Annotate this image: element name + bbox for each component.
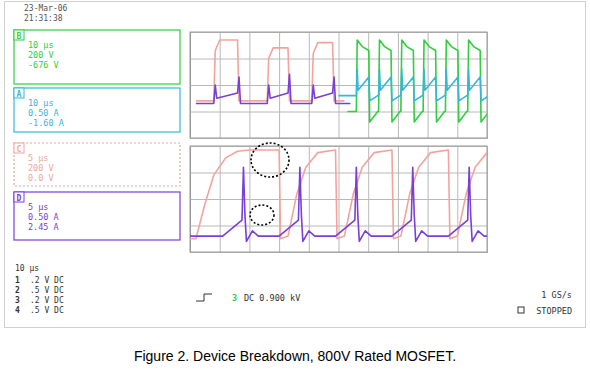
trace	[190, 167, 487, 241]
timebase: 10 µs	[15, 264, 39, 273]
channel-coupling: .2 V DC	[30, 296, 64, 305]
channel-tab	[14, 88, 24, 98]
scope-panel	[190, 32, 489, 139]
status: STOPPED	[536, 306, 572, 316]
status-box	[518, 307, 524, 313]
scope-panel	[190, 146, 488, 253]
grid-line	[190, 85, 487, 86]
trigger-symbol	[196, 294, 212, 301]
channel-setting: -676 V	[28, 60, 59, 70]
tick	[190, 112, 487, 113]
traces	[190, 150, 487, 241]
trace	[196, 74, 350, 103]
tick	[190, 199, 487, 200]
channel-coupling: .5 V DC	[30, 286, 64, 295]
channel-number: 1	[15, 276, 20, 285]
channel-setting: -1.60 A	[28, 118, 64, 128]
x-axis	[191, 32, 488, 139]
channel-box-border	[14, 143, 180, 186]
grid-line	[190, 59, 487, 60]
channel-box-border	[14, 30, 180, 84]
channel-setting: 2.45 A	[28, 222, 59, 232]
channel-label: C	[17, 145, 22, 154]
plot-frame	[190, 146, 487, 252]
trigger-level: DC 0.900 kV	[244, 293, 300, 303]
channel-box: B 10 µs200 V-676 V	[14, 30, 180, 84]
y-axis	[190, 33, 487, 139]
tick	[190, 173, 487, 174]
plot-frame	[190, 32, 487, 138]
grid-line	[190, 199, 487, 200]
channel-setting: 5 µs	[28, 202, 48, 212]
channel-tab	[14, 30, 24, 40]
tick	[190, 59, 487, 60]
sample-rate: 1 GS/s	[541, 290, 572, 300]
channel-label: A	[17, 90, 22, 99]
figure: 23-Mar-0621:31:38B10 µs200 V-676 VA10 µs…	[0, 0, 590, 380]
channel-number: 3	[15, 296, 20, 305]
channel-box: C 5 µs200 V0.0 V	[14, 143, 180, 186]
trigger-channel: 3	[232, 293, 237, 303]
channel-box-border	[14, 88, 180, 132]
axis-line	[191, 32, 488, 139]
channel-setting: 10 µs	[28, 40, 54, 50]
channel-number: 2	[15, 286, 20, 295]
channel-box: D 5 µs0.50 A2.45 A	[14, 192, 180, 240]
channel-setting: 5 µs	[28, 153, 48, 163]
trace	[339, 69, 488, 101]
traces	[196, 40, 487, 122]
tick	[190, 85, 487, 86]
channel-box-border	[14, 192, 180, 240]
channel-setting: 0.50 A	[28, 108, 59, 118]
highlight-circle	[250, 205, 274, 225]
axis-line	[191, 147, 488, 253]
grid-line	[190, 173, 487, 174]
screen-frame	[5, 2, 586, 328]
x-axis	[191, 146, 488, 253]
axis-line	[191, 33, 488, 139]
channel-coupling: .2 V DC	[30, 276, 64, 285]
channel-setting: 200 V	[28, 163, 54, 173]
caption: Figure 2. Device Breakdown, 800V Rated M…	[134, 348, 456, 364]
channel-box: A 10 µs0.50 A-1.60 A	[14, 88, 180, 132]
channel-tab	[14, 192, 24, 202]
channel-setting: 10 µs	[28, 98, 54, 108]
header-time: 21:31:38	[24, 14, 63, 23]
grid-line	[190, 112, 487, 113]
channel-coupling: .5 V DC	[30, 306, 64, 315]
channel-label: B	[17, 32, 22, 41]
channel-setting: 200 V	[28, 50, 54, 60]
header-date: 23-Mar-06	[24, 4, 68, 13]
channel-number: 4	[15, 306, 20, 315]
highlight-circle	[251, 143, 289, 177]
axis-line	[191, 146, 488, 253]
channel-label: D	[17, 194, 22, 203]
y-axis	[190, 147, 487, 253]
channel-tab	[14, 143, 24, 153]
channel-setting: 0.0 V	[28, 173, 54, 183]
channel-setting: 0.50 A	[28, 212, 59, 222]
